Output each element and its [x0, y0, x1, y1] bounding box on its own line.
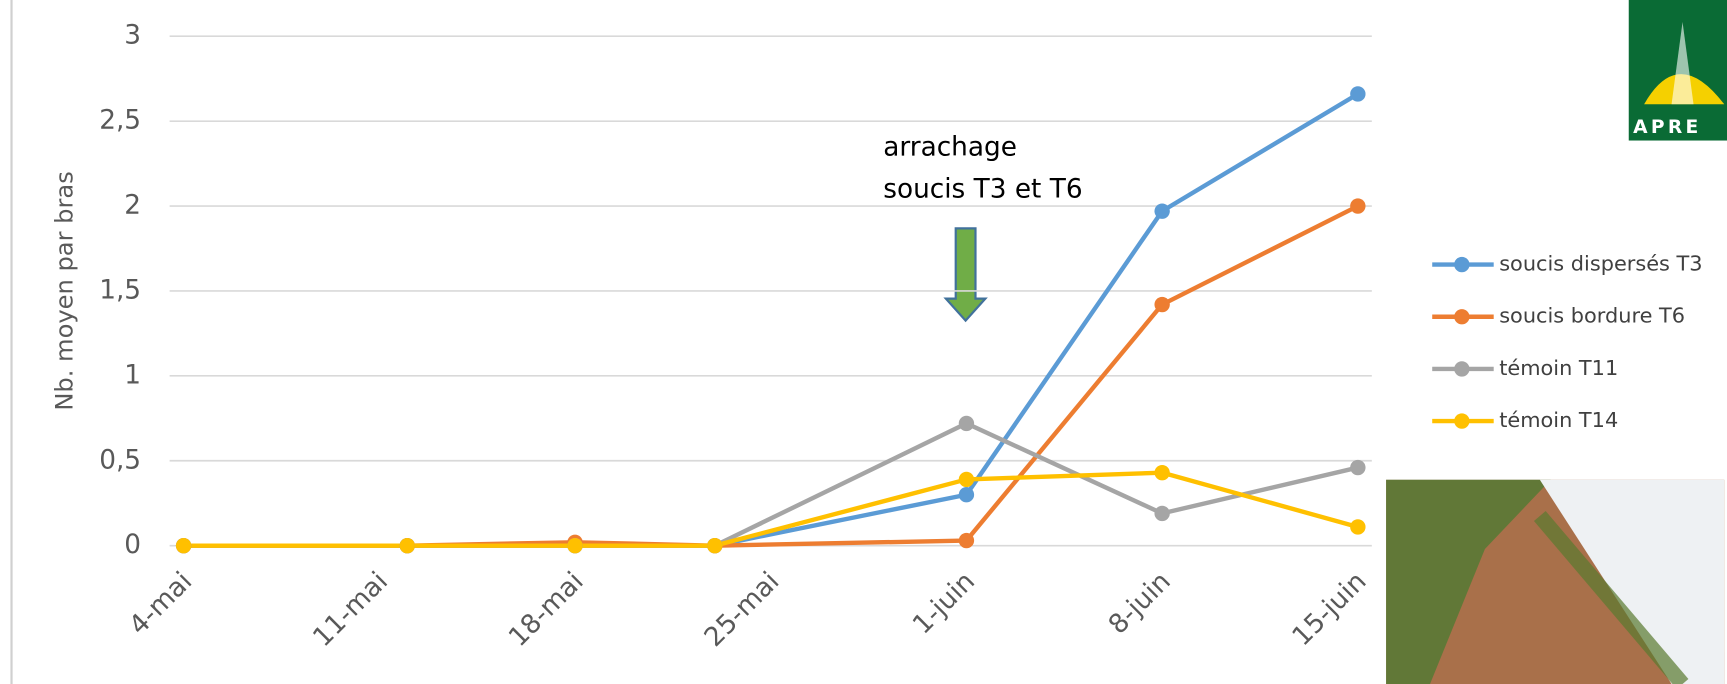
logo: APRE: [1629, 0, 1727, 141]
data-point: [959, 487, 974, 502]
series-line: [184, 423, 1358, 545]
x-tick-label: 25-mai: [699, 567, 785, 653]
y-tick-label: 3: [124, 21, 141, 51]
y-tick-label: 1: [124, 360, 141, 390]
legend-label: témoin T14: [1499, 408, 1618, 432]
legend-marker: [1454, 309, 1469, 324]
data-point: [400, 538, 415, 553]
data-point: [567, 538, 582, 553]
x-tick-label: 1-juin: [907, 567, 981, 641]
data-point: [1350, 460, 1365, 475]
data-point: [959, 472, 974, 487]
y-tick-label: 0: [124, 530, 141, 560]
legend-marker: [1454, 361, 1469, 376]
y-tick-label: 2: [124, 191, 141, 221]
data-point: [959, 416, 974, 431]
legend-marker: [1454, 257, 1469, 272]
annotation-line: soucis T3 et T6: [883, 174, 1082, 204]
data-point: [1350, 86, 1365, 101]
annotation-line: arrachage: [883, 133, 1017, 163]
legend-marker: [1454, 413, 1469, 428]
logo-text: APRE: [1633, 117, 1701, 138]
data-point: [1154, 506, 1169, 521]
data-point: [959, 533, 974, 548]
legend-label: soucis dispersés T3: [1499, 252, 1702, 276]
x-tick-label: 11-mai: [308, 567, 394, 653]
x-tick-label: 4-mai: [124, 567, 199, 642]
data-point: [1154, 203, 1169, 218]
data-point: [1350, 198, 1365, 213]
data-point: [1350, 519, 1365, 534]
arrow: [946, 228, 986, 320]
data-point: [707, 538, 722, 553]
x-tick-label: 18-mai: [503, 567, 589, 653]
y-tick-label: 2,5: [99, 106, 141, 136]
chart: Nb. moyen par bras arrachage soucis T3 e…: [0, 0, 1727, 684]
photo: [1386, 480, 1724, 684]
data-point: [1154, 465, 1169, 480]
annotation: arrachage soucis T3 et T6: [883, 133, 1082, 321]
y-axis-label: Nb. moyen par bras: [50, 171, 78, 410]
y-tick-label: 0,5: [99, 445, 141, 475]
x-tick-label: 15-juin: [1287, 567, 1373, 653]
legend-label: soucis bordure T6: [1499, 304, 1685, 328]
x-tick-label: 8-juin: [1103, 567, 1177, 641]
legend-label: témoin T11: [1499, 356, 1618, 380]
data-point: [1154, 297, 1169, 312]
y-tick-label: 1,5: [99, 275, 141, 305]
data-point: [176, 538, 191, 553]
